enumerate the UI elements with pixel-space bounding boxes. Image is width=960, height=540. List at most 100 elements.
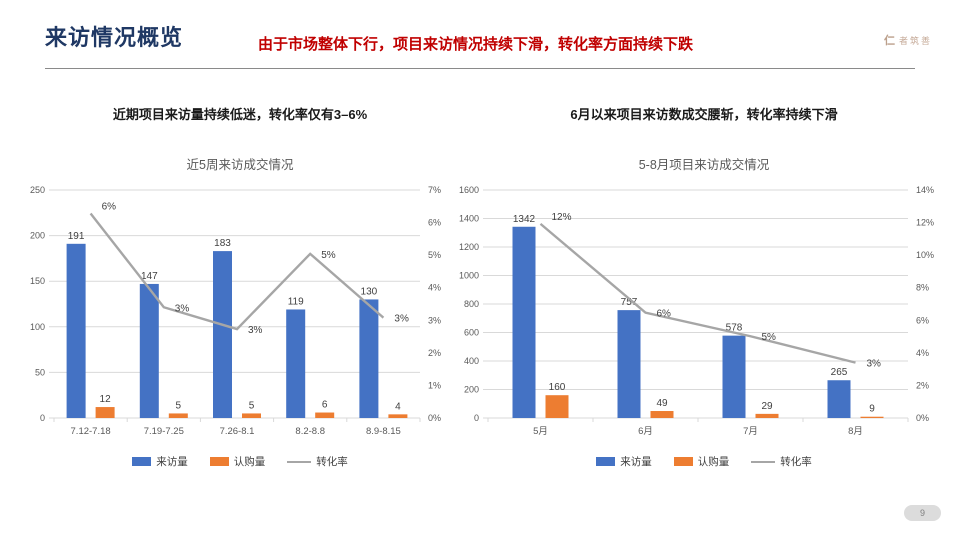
svg-text:600: 600 [464, 328, 479, 338]
left-chart-canvas: 0 50 100 150 200 250 0% 1% 2% 3% 4% 5% 6% 7% 191 147 183… [30, 185, 441, 437]
svg-text:130: 130 [361, 286, 378, 297]
svg-text:3%: 3% [248, 325, 263, 336]
svg-text:7.19-7.25: 7.19-7.25 [144, 426, 184, 437]
svg-text:119: 119 [288, 296, 304, 307]
conversion-line-swatch [751, 460, 776, 463]
subscriptions-legend-label: 认购量 [233, 456, 266, 468]
visits-swatch [596, 457, 616, 466]
svg-text:4: 4 [395, 401, 401, 412]
svg-text:7.26-8.1: 7.26-8.1 [220, 426, 255, 437]
svg-text:147: 147 [141, 271, 158, 282]
logo-icon: 仁 [883, 35, 897, 47]
svg-text:6%: 6% [102, 201, 117, 212]
svg-text:0: 0 [474, 413, 479, 423]
svg-text:0%: 0% [428, 413, 441, 423]
svg-text:1200: 1200 [459, 242, 479, 252]
svg-text:7.12-7.18: 7.12-7.18 [71, 426, 111, 437]
svg-text:7%: 7% [428, 185, 441, 195]
legend-item-subscriptions: 认购量 [673, 454, 730, 469]
svg-text:5: 5 [176, 400, 182, 411]
svg-text:183: 183 [214, 238, 231, 249]
svg-text:1600: 1600 [459, 185, 479, 195]
svg-text:5月: 5月 [533, 426, 548, 437]
company-logo: 仁 者筑善 [884, 32, 932, 48]
visits-swatch [132, 457, 152, 466]
svg-text:14%: 14% [916, 185, 934, 195]
right-chart-legend: 来访量 认购量 转化率 [468, 454, 940, 469]
svg-text:8.9-8.15: 8.9-8.15 [366, 426, 401, 437]
left-section-headline: 近期项目来访量持续低迷，转化率仅有3–6% [112, 107, 368, 122]
svg-text:3%: 3% [394, 314, 409, 325]
svg-text:200: 200 [464, 385, 479, 395]
svg-text:757: 757 [621, 297, 638, 308]
svg-text:12%: 12% [552, 212, 572, 223]
svg-text:160: 160 [549, 382, 566, 393]
svg-text:2%: 2% [916, 380, 929, 390]
svg-text:4%: 4% [916, 348, 929, 358]
conversion-line-swatch [287, 460, 312, 463]
svg-text:12: 12 [100, 394, 112, 405]
conversion-legend-label: 转化率 [316, 456, 348, 468]
svg-text:0%: 0% [916, 413, 929, 423]
svg-text:3%: 3% [175, 303, 190, 314]
svg-text:9: 9 [869, 404, 875, 415]
legend-item-visits: 来访量 [132, 454, 188, 469]
svg-text:265: 265 [831, 367, 848, 378]
svg-text:10%: 10% [916, 250, 934, 260]
svg-text:6%: 6% [916, 315, 929, 325]
svg-text:400: 400 [464, 356, 479, 366]
svg-text:578: 578 [726, 323, 743, 334]
svg-text:2%: 2% [428, 348, 441, 358]
subscriptions-swatch [673, 457, 693, 466]
svg-text:7月: 7月 [743, 426, 758, 437]
legend-item-conversion: 转化率 [751, 454, 812, 469]
svg-text:5%: 5% [762, 332, 777, 343]
left-chart-legend: 来访量 认购量 转化率 [28, 454, 452, 469]
svg-text:6: 6 [322, 400, 328, 411]
svg-text:5%: 5% [428, 250, 441, 260]
svg-text:5: 5 [249, 400, 255, 411]
svg-text:3%: 3% [428, 315, 441, 325]
svg-text:8.2-8.8: 8.2-8.8 [295, 426, 325, 437]
svg-text:250: 250 [30, 185, 45, 195]
svg-text:6%: 6% [428, 218, 441, 228]
svg-text:1000: 1000 [459, 271, 479, 281]
visits-legend-label: 来访量 [156, 456, 188, 468]
header-subtitle: 由于市场整体下行，项目来访情况持续下滑，转化率方面持续下跌 [258, 36, 694, 53]
legend-item-subscriptions: 认购量 [209, 454, 266, 469]
header-divider [45, 68, 915, 69]
svg-text:0: 0 [40, 413, 45, 423]
svg-text:150: 150 [30, 276, 45, 286]
svg-text:29: 29 [761, 401, 773, 412]
right-chart-canvas: 0 200 400 600 800 1000 1200 1400 1600 0% 2% 4% 6% 8% 1… [459, 185, 934, 437]
svg-text:49: 49 [656, 398, 668, 409]
svg-text:191: 191 [68, 231, 85, 242]
svg-text:100: 100 [30, 322, 45, 332]
svg-text:8%: 8% [916, 283, 929, 293]
page-title: 来访情况概览 [45, 25, 184, 50]
svg-text:6月: 6月 [638, 426, 653, 437]
svg-text:1%: 1% [428, 380, 441, 390]
svg-text:1400: 1400 [459, 214, 479, 224]
svg-text:800: 800 [464, 299, 479, 309]
subscriptions-legend-label: 认购量 [697, 456, 730, 468]
svg-text:1342: 1342 [513, 214, 536, 225]
visits-legend-label: 来访量 [620, 456, 652, 468]
svg-text:5%: 5% [321, 250, 336, 261]
right-chart-title: 5-8月项目来访成交情况 [638, 158, 770, 172]
legend-item-conversion: 转化率 [287, 454, 348, 469]
conversion-legend-label: 转化率 [780, 456, 812, 468]
right-section-headline: 6月以来项目来访数成交腰斩，转化率持续下滑 [570, 107, 838, 122]
logo-text: 者筑善 [898, 35, 932, 46]
svg-text:3%: 3% [867, 359, 882, 370]
svg-text:8月: 8月 [848, 426, 863, 437]
svg-text:12%: 12% [916, 218, 934, 228]
legend-item-visits: 来访量 [596, 454, 652, 469]
subscriptions-swatch [209, 457, 229, 466]
left-chart-title: 近5周来访成交情况 [186, 158, 294, 172]
svg-text:200: 200 [30, 231, 45, 241]
svg-text:4%: 4% [428, 283, 441, 293]
page-number: 9 [904, 505, 941, 521]
svg-text:6%: 6% [657, 309, 672, 320]
